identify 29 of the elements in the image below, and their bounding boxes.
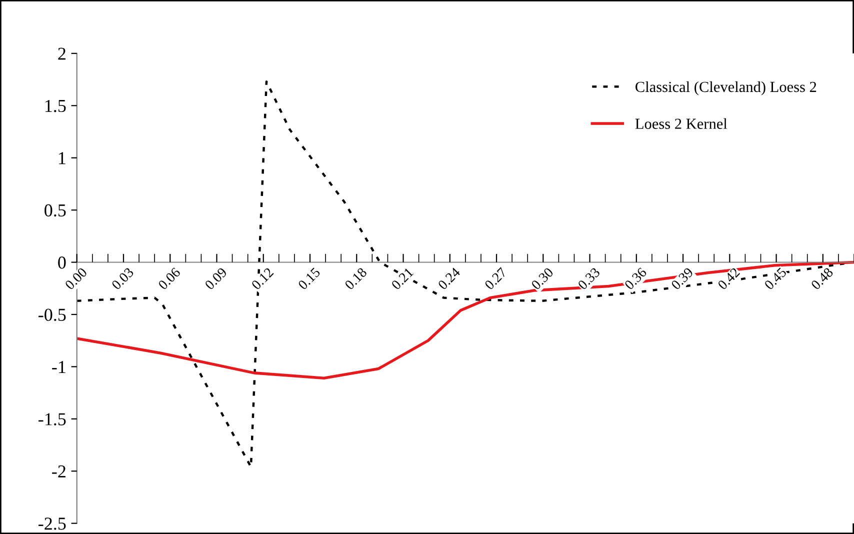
y-tick-label: 0 [58,256,66,269]
legend-label: Classical (Cleveland) Loess 2 [636,81,816,96]
y-tick-label: -0.5 [38,308,66,321]
y-tick-label: 0.5 [44,204,66,217]
y-tick-label: 1 [59,152,66,164]
x-tick-label: 0.33 [577,267,600,290]
x-tick-label: 0.06 [158,266,181,290]
x-tick-label: 0.09 [204,267,228,290]
x-tick-label: 0.18 [344,267,368,290]
legend-label: Loess 2 Kernel [635,118,728,129]
y-tick-label: -1.5 [38,413,66,426]
x-tick-label: 0.42 [717,267,740,290]
x-tick-label: 0.24 [438,266,461,290]
x-tick-label: 0.03 [111,267,134,290]
y-tick-label: -2.5 [38,518,66,530]
x-tick-label: 0.45 [764,267,787,290]
x-tick-label: 0.27 [484,266,508,290]
x-tick-label: 0.21 [390,267,414,290]
x-tick-label: 0.12 [250,267,274,290]
x-tick-label: 0.00 [64,267,88,290]
x-tick-label: 0.48 [810,267,834,290]
y-tick-label: -1 [52,361,66,373]
y-tick-label: 2 [58,48,66,60]
y-tick-label: 1.5 [45,100,66,112]
x-tick-label: 0.39 [670,267,694,290]
x-tick-label: 0.30 [530,267,554,290]
x-tick-label: 0.15 [298,267,321,290]
x-tick-label: 0.36 [624,266,648,290]
y-tick-label: -2 [52,465,66,478]
